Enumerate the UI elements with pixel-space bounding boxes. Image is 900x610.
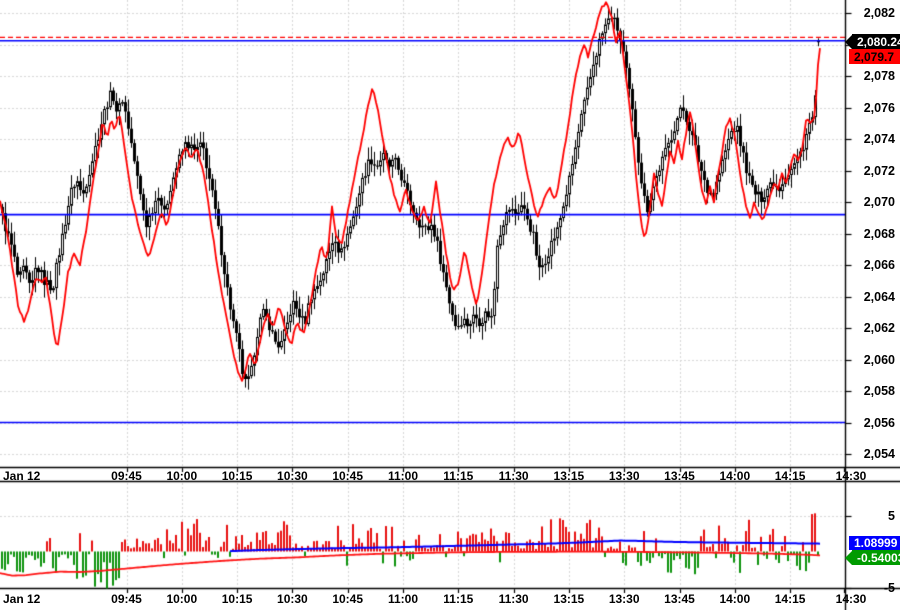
time-tick-label: 10:00	[166, 469, 198, 483]
time-tick-label: 11:30	[498, 592, 529, 606]
time-tick-label: 10:00	[166, 592, 198, 606]
time-tick-label: 09:45	[111, 592, 142, 606]
indicator-blue-tag: 1.08999	[849, 536, 900, 550]
time-tick-label: 11:15	[443, 469, 474, 483]
time-tick-label: 13:45	[664, 592, 695, 606]
price-tick-label: 2,064	[863, 289, 895, 304]
date-label: Jan 12	[3, 469, 41, 483]
time-axis-main: Jan 12 09:45 10:00 10:15 10:30 10:45 11:00 11:1…	[0, 469, 900, 483]
indicator-green-value: -0.54003	[857, 550, 900, 565]
time-tick-label: 13:30	[608, 469, 640, 483]
time-tick-label: 11:15	[443, 592, 474, 606]
time-tick-label: 10:30	[277, 469, 308, 483]
time-tick-label: 13:15	[553, 592, 585, 606]
price-tick-label: 2,074	[863, 132, 895, 146]
time-tick-label: 10:45	[332, 592, 364, 606]
time-tick-label: 10:15	[221, 469, 253, 483]
time-tick-label: 14:30	[835, 469, 867, 483]
time-tick-label: 09:45	[111, 469, 142, 483]
price-tick-label: 2,054	[863, 447, 895, 461]
time-tick-label: 13:30	[608, 592, 640, 606]
indicator-blue-value: 1.08999	[854, 536, 898, 550]
last-price-value: 2,080.24	[857, 34, 900, 49]
time-tick-label: 14:15	[774, 469, 806, 483]
time-tick-label: 13:45	[664, 469, 695, 483]
time-tick-label: 13:15	[553, 469, 585, 483]
indicator-axis-bottom-tick: -5	[883, 580, 895, 595]
time-tick-label: 10:15	[221, 592, 253, 606]
overlay-price-tag: 2,079.7	[849, 49, 900, 64]
price-tick-label: 2,060	[863, 352, 895, 367]
time-tick-label: 14:15	[774, 592, 806, 606]
time-tick-label: 14:00	[719, 592, 751, 606]
price-tick-label: 2,072	[863, 163, 895, 178]
time-tick-label: 14:00	[719, 469, 751, 483]
indicator-axis-top-tick: 5	[888, 508, 895, 523]
indicator-green-tag: -0.54003	[845, 550, 900, 565]
price-tick-label: 2,082	[863, 6, 895, 20]
time-tick-label: 14:30	[835, 592, 867, 606]
price-tick-label: 2,066	[863, 258, 895, 272]
overlay-price-value: 2,079.7	[854, 49, 895, 64]
price-tick-label: 2,058	[863, 384, 895, 398]
date-label: Jan 12	[3, 592, 41, 606]
left-arrow-icon	[845, 550, 852, 565]
time-axis-lower: Jan 12 09:45 10:00 10:15 10:30 10:45 11:00 11:1…	[0, 592, 900, 608]
time-tick-label: 11:30	[498, 469, 529, 483]
last-price-tag: 2,080.24	[845, 34, 900, 49]
time-tick-label: 11:00	[387, 592, 419, 606]
price-tick-label: 2,078	[863, 69, 895, 83]
time-tick-label: 11:00	[387, 469, 419, 483]
price-tick-label: 2,076	[863, 100, 895, 115]
price-tick-label: 2,070	[863, 195, 895, 209]
price-tick-label: 2,056	[863, 415, 895, 430]
time-tick-label: 10:30	[277, 592, 308, 606]
price-tick-label: 2,062	[863, 321, 895, 335]
price-tick-label: 2,068	[863, 226, 895, 241]
left-arrow-icon	[845, 34, 852, 49]
time-tick-label: 10:45	[332, 469, 364, 483]
